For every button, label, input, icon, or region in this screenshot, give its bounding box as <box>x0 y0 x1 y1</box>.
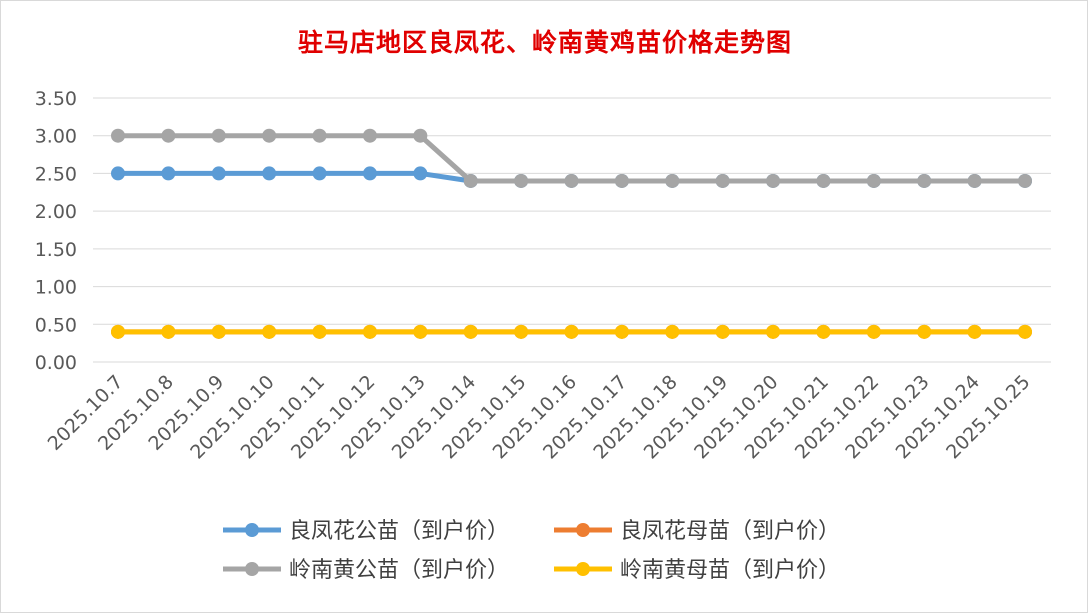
data-point <box>715 173 730 188</box>
data-point <box>111 166 125 181</box>
data-point <box>111 128 125 143</box>
legend-label: 良凤花母苗（到户价） <box>620 519 840 544</box>
data-point <box>161 324 176 339</box>
data-point <box>262 128 277 143</box>
data-point <box>917 173 932 188</box>
data-point <box>312 324 327 339</box>
data-point <box>161 128 176 143</box>
y-tick-label: 0.00 <box>35 352 77 374</box>
data-point <box>463 324 478 339</box>
data-point <box>665 324 680 339</box>
legend-item: 岭南黄母苗（到户价） <box>554 558 840 583</box>
legend-label: 良凤花公苗（到户价） <box>289 519 509 544</box>
data-point <box>866 324 881 339</box>
legend-item: 良凤花母苗（到户价） <box>554 519 840 544</box>
data-point <box>463 173 478 188</box>
data-point <box>665 173 680 188</box>
data-point <box>866 173 881 188</box>
y-tick-label: 2.00 <box>35 201 77 223</box>
legend-label: 岭南黄公苗（到户价） <box>289 558 509 583</box>
data-point <box>362 166 377 181</box>
series-3 <box>111 128 1032 188</box>
y-axis-ticks: 0.00 0.50 1.00 1.50 2.00 2.50 3.00 3.50 <box>35 88 77 374</box>
data-point <box>161 166 176 181</box>
data-point <box>211 166 226 181</box>
data-point <box>211 324 226 339</box>
data-point <box>514 324 529 339</box>
y-tick-label: 3.50 <box>35 88 77 110</box>
legend-label: 岭南黄母苗（到户价） <box>620 558 840 583</box>
data-point <box>514 173 529 188</box>
data-point <box>816 173 831 188</box>
data-point <box>262 324 277 339</box>
data-point <box>766 173 781 188</box>
y-tick-label: 2.50 <box>35 163 77 185</box>
data-point <box>413 128 428 143</box>
legend-swatch-marker <box>245 523 259 537</box>
y-tick-label: 0.50 <box>35 314 77 336</box>
legend-swatch-marker <box>576 562 590 576</box>
legend-item: 良凤花公苗（到户价） <box>223 519 509 544</box>
data-point <box>111 324 125 339</box>
series-lines <box>111 128 1032 339</box>
data-point <box>312 128 327 143</box>
data-point <box>262 166 277 181</box>
data-point <box>362 128 377 143</box>
data-point <box>413 166 428 181</box>
y-tick-label: 1.50 <box>35 239 77 261</box>
legend-swatch-marker <box>576 523 590 537</box>
data-point <box>967 324 982 339</box>
data-point <box>715 324 730 339</box>
legend-swatch-marker <box>245 562 259 576</box>
y-tick-label: 1.00 <box>35 277 77 299</box>
data-point <box>816 324 831 339</box>
data-point <box>766 324 781 339</box>
data-point <box>564 173 579 188</box>
data-point <box>1018 324 1032 339</box>
data-point <box>564 324 579 339</box>
data-point <box>211 128 226 143</box>
data-point <box>614 324 629 339</box>
data-point <box>312 166 327 181</box>
data-point <box>967 173 982 188</box>
legend-item: 岭南黄公苗（到户价） <box>223 558 509 583</box>
series-4 <box>111 324 1032 339</box>
x-axis-ticks: 2025.10.72025.10.82025.10.92025.10.10202… <box>44 371 1035 463</box>
data-point <box>917 324 932 339</box>
data-point <box>614 173 629 188</box>
legend: 良凤花公苗（到户价） 良凤花母苗（到户价） 岭南黄公苗（到户价） 岭南黄母苗（到户价） <box>223 519 840 583</box>
gridlines <box>93 97 1051 363</box>
data-point <box>1018 173 1032 188</box>
chart-title: 驻马店地区良凤花、岭南黄鸡苗价格走势图 <box>297 28 792 57</box>
data-point <box>413 324 428 339</box>
y-tick-label: 3.00 <box>35 126 77 148</box>
data-point <box>362 324 377 339</box>
